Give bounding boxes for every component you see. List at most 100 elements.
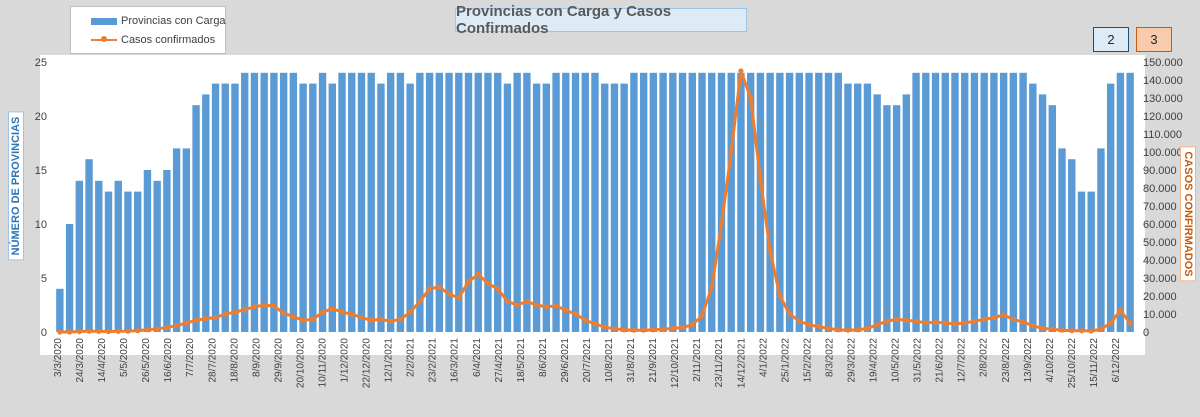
bar [1058, 148, 1066, 332]
line-point [290, 314, 296, 320]
bar [552, 72, 560, 333]
chart-title-box: Provincias con Carga y Casos Confirmados [455, 3, 747, 37]
bar [571, 72, 580, 333]
legend-label-bar: Provincias con Carga [121, 15, 226, 27]
bar [639, 72, 648, 333]
bar [75, 180, 84, 332]
line-point [660, 326, 666, 332]
x-tick-label: 27/4/2021 [494, 338, 505, 383]
line-point [271, 303, 277, 309]
line-point [884, 318, 890, 324]
x-tick-label: 3/3/2020 [53, 338, 64, 377]
bar [815, 72, 823, 333]
right-tick-label: 150.000 [1143, 57, 1183, 69]
right-tick-label: 70.000 [1143, 201, 1177, 213]
bar [542, 83, 551, 332]
bar [172, 148, 181, 332]
line-point [281, 310, 287, 316]
line-point [164, 324, 170, 331]
bar [610, 83, 619, 332]
bar [1009, 72, 1018, 333]
x-tick-label: 26/5/2020 [141, 338, 152, 383]
line-point [787, 311, 793, 317]
line-point [212, 315, 219, 321]
x-tick-label: 23/8/2022 [1001, 338, 1012, 383]
bar [416, 72, 424, 333]
line-point [718, 221, 725, 227]
bar [484, 72, 492, 333]
bar [776, 72, 784, 333]
bar [951, 72, 959, 333]
line-point [504, 298, 510, 304]
bar [980, 72, 988, 333]
line-point [524, 298, 530, 304]
x-tick-label: 20/7/2021 [582, 338, 593, 383]
bar [649, 72, 658, 333]
bar [153, 180, 161, 332]
bar [795, 72, 804, 333]
x-tick-label: 15/2/2022 [802, 338, 813, 383]
x-tick-label: 2/11/2021 [692, 338, 703, 382]
right-tick-label: 90.000 [1143, 165, 1177, 177]
bar [114, 180, 122, 332]
legend-item-provincias: Provincias con Carga [71, 13, 226, 29]
line-point [689, 322, 695, 328]
bar [260, 72, 268, 333]
left-axis-title: NÚMERO DE PROVINCIAS [8, 111, 24, 261]
line-point [563, 307, 569, 313]
line-point [534, 302, 540, 308]
line-point [261, 302, 267, 308]
line-point [1059, 327, 1065, 333]
bar [211, 83, 220, 332]
line-point [349, 311, 355, 317]
x-tick-label: 6/12/2022 [1111, 338, 1122, 383]
line-point [456, 295, 462, 301]
line-point [96, 328, 102, 334]
bar [931, 72, 940, 333]
line-point [193, 317, 199, 323]
right-tick-label: 10.000 [1143, 309, 1177, 321]
bar [65, 224, 74, 332]
left-tick-label: 25 [35, 57, 47, 69]
line-point [436, 284, 442, 290]
bar [309, 83, 317, 332]
bar [1116, 72, 1125, 333]
x-tick-label: 23/2/2021 [428, 338, 439, 383]
line-point [991, 315, 997, 321]
bar [717, 72, 726, 333]
bar [1087, 191, 1095, 332]
x-tick-label: 16/6/2020 [163, 338, 174, 383]
x-tick-label: 10/11/2020 [317, 338, 328, 388]
x-tick-label: 8/6/2021 [538, 338, 549, 377]
bar [338, 72, 346, 333]
x-tick-label: 29/3/2022 [846, 338, 857, 383]
right-tick-label: 130.000 [1143, 93, 1183, 105]
line-point [650, 327, 657, 333]
line-point [86, 328, 92, 334]
line-point [894, 316, 900, 322]
x-tick-label: 6/4/2021 [472, 338, 483, 377]
line-point [368, 317, 374, 323]
line-point [310, 316, 316, 322]
bar [202, 94, 210, 333]
line-point [971, 318, 978, 324]
bar [1077, 191, 1086, 332]
bar [805, 72, 813, 333]
bar [523, 72, 531, 333]
line-point [757, 176, 764, 182]
right-tick-label: 140.000 [1143, 75, 1183, 87]
line-point [864, 325, 871, 331]
line-point [699, 313, 705, 319]
line-point [397, 316, 403, 322]
bar [104, 191, 113, 332]
bar [620, 83, 628, 332]
x-tick-label: 28/7/2020 [207, 338, 218, 383]
bar [912, 72, 920, 333]
bar [727, 72, 735, 333]
bar [1048, 105, 1056, 332]
bar [279, 72, 288, 333]
bar [630, 72, 638, 333]
line-point [329, 306, 335, 312]
x-tick-label: 29/9/2020 [273, 338, 284, 383]
line-point [242, 306, 248, 313]
